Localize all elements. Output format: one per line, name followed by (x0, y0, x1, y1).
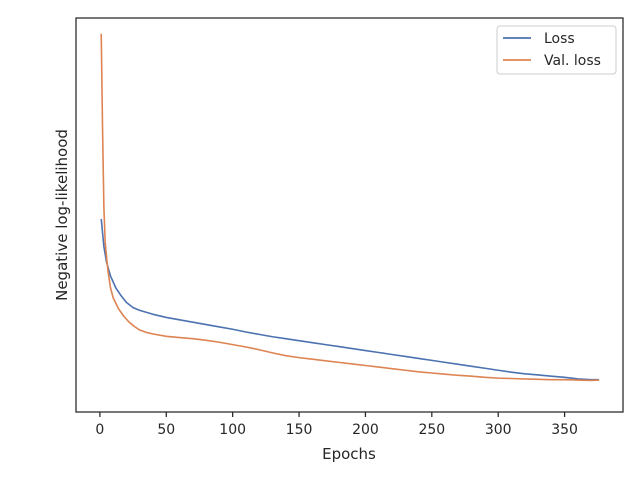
series-line-val-loss (100, 33, 600, 382)
plot-area (75, 17, 624, 413)
series-line-loss (100, 218, 600, 381)
legend-label: Val. loss (544, 53, 601, 69)
x-tick-label: 150 (286, 422, 313, 438)
x-tick-label: 300 (485, 422, 512, 438)
x-tick-label: 350 (551, 422, 578, 438)
x-axis: 0 50 100 150 200 250 300 350 (95, 412, 578, 438)
x-tick-label: 250 (418, 422, 445, 438)
x-tick-label: 50 (157, 422, 175, 438)
series-layer (100, 33, 600, 382)
x-tick-label: 0 (95, 422, 104, 438)
x-tick-label: 100 (219, 422, 246, 438)
legend-label: Loss (544, 31, 575, 47)
legend: Loss Val. loss (496, 25, 617, 75)
x-axis-title: Epochs (322, 445, 376, 463)
y-axis-title: Negative log-likelihood (53, 129, 71, 301)
x-tick-label: 200 (352, 422, 379, 438)
